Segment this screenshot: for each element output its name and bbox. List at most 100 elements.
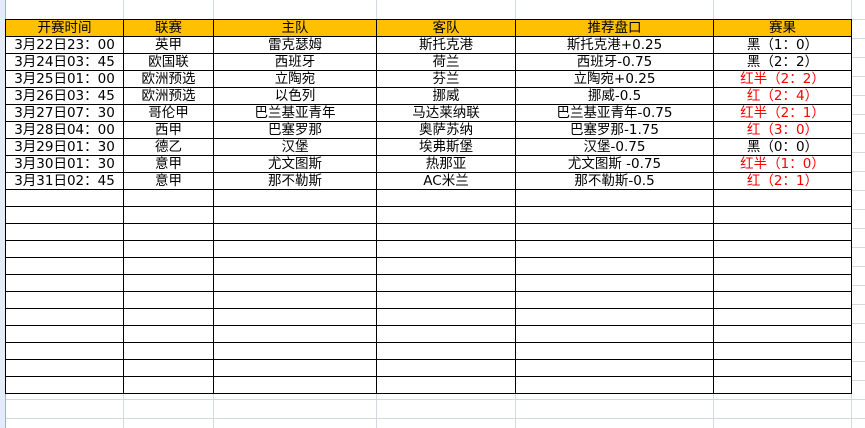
cell-away[interactable]: 奥萨苏纳: [376, 121, 516, 139]
cell-result[interactable]: [713, 274, 852, 292]
cell-time[interactable]: [5, 308, 124, 326]
cell-league[interactable]: [123, 223, 214, 241]
cell-away[interactable]: 斯托克港: [376, 36, 516, 54]
cell-time[interactable]: 3月22日23：00: [5, 36, 124, 54]
cell-time[interactable]: [5, 189, 124, 207]
cell-away[interactable]: [376, 257, 516, 275]
cell-away[interactable]: [376, 325, 516, 343]
cell-away[interactable]: [376, 189, 516, 207]
cell-time[interactable]: 3月24日03：45: [5, 53, 124, 71]
cell-tip[interactable]: [515, 359, 714, 377]
cell-home[interactable]: [213, 291, 377, 309]
cell-away[interactable]: [376, 359, 516, 377]
cell-tip[interactable]: 西班牙-0.75: [515, 53, 714, 71]
cell-tip[interactable]: [515, 240, 714, 258]
cell-league[interactable]: 哥伦甲: [123, 104, 214, 122]
cell-tip[interactable]: [515, 342, 714, 360]
cell-league[interactable]: 欧国联: [123, 53, 214, 71]
cell-time[interactable]: [5, 291, 124, 309]
cell-away[interactable]: 埃弗斯堡: [376, 138, 516, 156]
cell-home[interactable]: 西班牙: [213, 53, 377, 71]
cell-tip[interactable]: 尤文图斯 -0.75: [515, 155, 714, 173]
cell-home[interactable]: 以色列: [213, 87, 377, 105]
cell-league[interactable]: 西甲: [123, 121, 214, 139]
cell-result[interactable]: [713, 291, 852, 309]
cell-result[interactable]: [713, 223, 852, 241]
cell-league[interactable]: 英甲: [123, 36, 214, 54]
cell-league[interactable]: [123, 257, 214, 275]
cell-home[interactable]: 那不勒斯: [213, 172, 377, 190]
cell-tip[interactable]: [515, 325, 714, 343]
cell-result[interactable]: [713, 376, 852, 394]
cell-tip[interactable]: 斯托克港+0.25: [515, 36, 714, 54]
cell-result[interactable]: 红（3：0）: [713, 121, 852, 139]
cell-away[interactable]: [376, 342, 516, 360]
cell-away[interactable]: [376, 223, 516, 241]
cell-home[interactable]: [213, 325, 377, 343]
cell-home[interactable]: 立陶宛: [213, 70, 377, 88]
cell-result[interactable]: [713, 359, 852, 377]
cell-tip[interactable]: [515, 376, 714, 394]
cell-tip[interactable]: [515, 274, 714, 292]
cell-tip[interactable]: [515, 257, 714, 275]
cell-result[interactable]: [713, 206, 852, 224]
cell-home[interactable]: [213, 308, 377, 326]
cell-result[interactable]: 红（2：1）: [713, 172, 852, 190]
cell-away[interactable]: AC米兰: [376, 172, 516, 190]
cell-home[interactable]: [213, 189, 377, 207]
cell-league[interactable]: [123, 206, 214, 224]
cell-home[interactable]: 尤文图斯: [213, 155, 377, 173]
cell-result[interactable]: [713, 342, 852, 360]
cell-result[interactable]: 黑（0：0）: [713, 138, 852, 156]
cell-result[interactable]: 黑（1：0）: [713, 36, 852, 54]
cell-home[interactable]: [213, 257, 377, 275]
cell-home[interactable]: [213, 342, 377, 360]
cell-time[interactable]: 3月28日04：00: [5, 121, 124, 139]
cell-league[interactable]: [123, 342, 214, 360]
cell-league[interactable]: 意甲: [123, 172, 214, 190]
cell-league[interactable]: 意甲: [123, 155, 214, 173]
cell-home[interactable]: [213, 223, 377, 241]
cell-time[interactable]: 3月29日01：30: [5, 138, 124, 156]
cell-away[interactable]: 挪威: [376, 87, 516, 105]
cell-result[interactable]: [713, 325, 852, 343]
cell-result[interactable]: 红（2：4）: [713, 87, 852, 105]
cell-time[interactable]: [5, 223, 124, 241]
header-home[interactable]: 主队: [213, 19, 377, 37]
cell-league[interactable]: [123, 359, 214, 377]
cell-time[interactable]: [5, 206, 124, 224]
cell-result[interactable]: [713, 257, 852, 275]
cell-away[interactable]: 荷兰: [376, 53, 516, 71]
cell-league[interactable]: 欧洲预选: [123, 70, 214, 88]
cell-league[interactable]: [123, 308, 214, 326]
cell-home[interactable]: 巴塞罗那: [213, 121, 377, 139]
cell-time[interactable]: 3月26日03：45: [5, 87, 124, 105]
cell-away[interactable]: 热那亚: [376, 155, 516, 173]
cell-time[interactable]: [5, 359, 124, 377]
cell-league[interactable]: [123, 240, 214, 258]
cell-away[interactable]: 马达莱纳联: [376, 104, 516, 122]
cell-result[interactable]: 红半（2：2）: [713, 70, 852, 88]
cell-home[interactable]: 雷克瑟姆: [213, 36, 377, 54]
cell-away[interactable]: 芬兰: [376, 70, 516, 88]
cell-time[interactable]: 3月27日07：30: [5, 104, 124, 122]
cell-time[interactable]: [5, 257, 124, 275]
cell-time[interactable]: 3月31日02：45: [5, 172, 124, 190]
cell-home[interactable]: [213, 376, 377, 394]
cell-home[interactable]: [213, 240, 377, 258]
header-time[interactable]: 开赛时间: [5, 19, 124, 37]
cell-result[interactable]: [713, 240, 852, 258]
cell-time[interactable]: [5, 325, 124, 343]
cell-home[interactable]: [213, 274, 377, 292]
header-away[interactable]: 客队: [376, 19, 516, 37]
header-league[interactable]: 联赛: [123, 19, 214, 37]
cell-tip[interactable]: [515, 189, 714, 207]
cell-result[interactable]: 红半（1：0）: [713, 155, 852, 173]
cell-league[interactable]: 德乙: [123, 138, 214, 156]
cell-away[interactable]: [376, 240, 516, 258]
cell-time[interactable]: [5, 376, 124, 394]
cell-result[interactable]: 黑（2：2）: [713, 53, 852, 71]
cell-time[interactable]: [5, 274, 124, 292]
cell-home[interactable]: 汉堡: [213, 138, 377, 156]
cell-league[interactable]: [123, 376, 214, 394]
